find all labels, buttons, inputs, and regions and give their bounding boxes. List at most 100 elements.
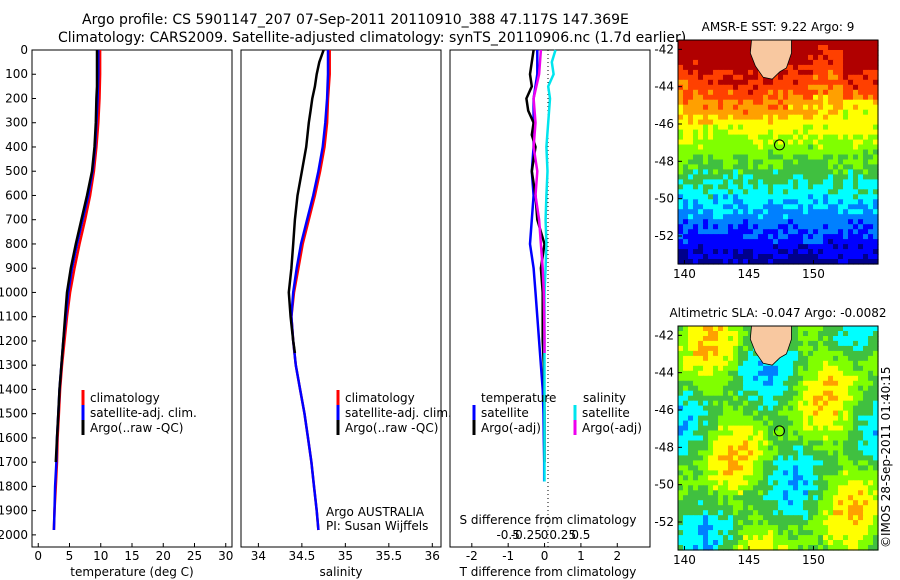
heatmap-cell <box>703 390 709 397</box>
heatmap-cell <box>753 525 759 531</box>
heatmap-cell <box>833 540 839 546</box>
heatmap-cell <box>853 259 859 265</box>
heatmap-cell <box>738 184 744 190</box>
heatmap-cell <box>873 184 879 190</box>
heatmap-cell <box>758 385 764 392</box>
heatmap-cell <box>873 350 879 357</box>
heatmap-cell <box>808 345 814 352</box>
heatmap-cell <box>738 229 744 235</box>
heatmap-cell <box>788 134 794 141</box>
heatmap-cell <box>748 540 754 546</box>
heatmap-cell <box>833 59 839 66</box>
heatmap-cell <box>783 380 789 387</box>
heatmap-cell <box>748 400 754 407</box>
heatmap-cell <box>788 455 794 461</box>
heatmap-cell <box>743 430 749 437</box>
heatmap-cell <box>723 410 729 417</box>
heatmap-cell <box>813 59 819 66</box>
heatmap-cell <box>808 500 814 506</box>
heatmap-cell <box>718 395 724 402</box>
heatmap-cell <box>768 460 774 466</box>
heatmap-cell <box>773 84 779 91</box>
heatmap-cell <box>803 54 809 61</box>
heatmap-cell <box>823 134 829 141</box>
heatmap-cell <box>768 495 774 501</box>
heatmap-cell <box>848 355 854 362</box>
heatmap-cell <box>753 385 759 392</box>
heatmap-cell <box>838 525 844 531</box>
heatmap-cell <box>748 179 754 185</box>
heatmap-cell <box>708 69 714 76</box>
heatmap-cell <box>873 244 879 250</box>
heatmap-cell <box>803 480 809 486</box>
heatmap-cell <box>723 209 729 215</box>
heatmap-cell <box>828 59 834 66</box>
heatmap-cell <box>678 380 684 387</box>
heatmap-cell <box>763 490 769 496</box>
heatmap-cell <box>813 199 819 205</box>
lat-tick-label: -42 <box>654 328 674 342</box>
heatmap-cell <box>733 375 739 382</box>
heatmap-cell <box>743 385 749 392</box>
heatmap-cell <box>733 104 739 111</box>
heatmap-cell <box>683 50 689 56</box>
heatmap-cell <box>853 380 859 387</box>
heatmap-cell <box>723 331 729 337</box>
heatmap-cell <box>688 149 694 156</box>
heatmap-cell <box>823 164 829 170</box>
heatmap-cell <box>838 490 844 496</box>
heatmap-cell <box>828 114 834 121</box>
heatmap-cell <box>738 164 744 170</box>
heatmap-cell <box>863 50 869 56</box>
heatmap-cell <box>733 435 739 442</box>
heatmap-cell <box>793 219 799 225</box>
heatmap-cell <box>848 219 854 225</box>
heatmap-cell <box>853 545 859 551</box>
heatmap-cell <box>823 340 829 347</box>
heatmap-cell <box>813 500 819 506</box>
heatmap-cell <box>848 154 854 161</box>
heatmap-cell <box>818 204 824 210</box>
heatmap-cell <box>743 360 749 367</box>
heatmap-cell <box>778 199 784 205</box>
heatmap-cell <box>683 124 689 131</box>
heatmap-cell <box>783 530 789 536</box>
heatmap-cell <box>753 410 759 417</box>
heatmap-cell <box>698 430 704 437</box>
heatmap-cell <box>703 350 709 357</box>
heatmap-cell <box>803 179 809 185</box>
heatmap-cell <box>853 79 859 86</box>
heatmap-cell <box>808 440 814 447</box>
heatmap-cell <box>818 336 824 342</box>
heatmap-cell <box>728 89 734 96</box>
heatmap-cell <box>683 204 689 210</box>
heatmap-cell <box>833 340 839 347</box>
heatmap-cell <box>763 164 769 170</box>
heatmap-cell <box>683 530 689 536</box>
heatmap-cell <box>738 525 744 531</box>
heatmap-cell <box>728 104 734 111</box>
heatmap-cell <box>863 490 869 496</box>
heatmap-cell <box>708 455 714 461</box>
heatmap-cell <box>873 510 879 516</box>
heatmap-cell <box>688 430 694 437</box>
heatmap-cell <box>678 500 684 506</box>
heatmap-cell <box>753 530 759 536</box>
heatmap-cell <box>693 69 699 76</box>
heatmap-cell <box>823 326 829 332</box>
heatmap-cell <box>693 350 699 357</box>
heatmap-cell <box>873 189 879 195</box>
heatmap-cell <box>718 194 724 200</box>
heatmap-cell <box>718 540 724 546</box>
heatmap-cell <box>823 495 829 501</box>
heatmap-cell <box>843 425 849 432</box>
heatmap-cell <box>718 530 724 536</box>
heatmap-cell <box>728 214 734 220</box>
heatmap-cell <box>813 234 819 240</box>
heatmap-cell <box>743 340 749 347</box>
heatmap-cell <box>778 104 784 111</box>
heatmap-cell <box>803 355 809 362</box>
lat-tick-label: -48 <box>654 154 674 168</box>
heatmap-cell <box>783 174 789 180</box>
heatmap-cell <box>808 510 814 516</box>
